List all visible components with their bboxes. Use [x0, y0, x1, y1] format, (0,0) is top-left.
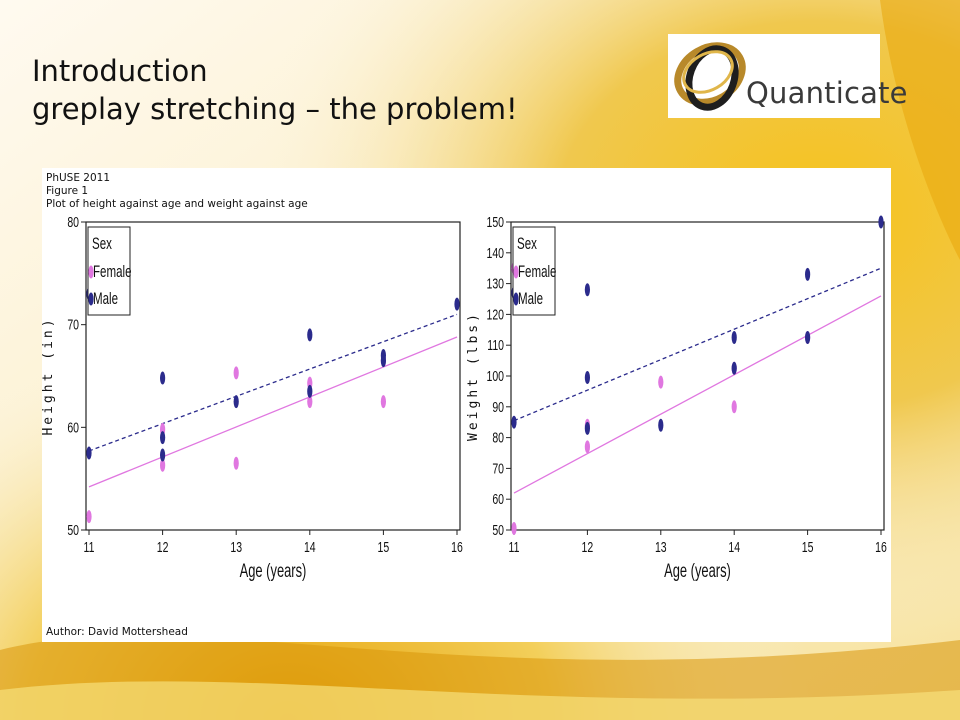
chart1-x-tick-label: 16 — [451, 538, 463, 555]
chart2-point-male — [731, 361, 737, 375]
chart2-point-female — [584, 440, 591, 454]
chart2-point-male — [584, 421, 591, 435]
chart1-x-tick-label: 13 — [230, 538, 242, 555]
chart2-x-tick-label: 11 — [509, 538, 520, 555]
chart2-x-tick-label: 15 — [802, 538, 814, 555]
chart2-legend-box — [512, 226, 556, 316]
charts-svg: 11 12 13 14 15 16 50 60 70 80 Age (years) Height (i… — [42, 213, 887, 582]
chart2-x-axis-label: Age (years) — [664, 561, 731, 582]
chart2-point-female — [658, 375, 664, 389]
chart1-point-female — [233, 366, 239, 380]
chart2-x-tick-label: 14 — [728, 538, 740, 555]
chart2-point-male — [731, 331, 737, 344]
chart2-point-female — [511, 521, 517, 535]
chart2-legend-entry-male: Male — [518, 290, 543, 309]
figure-header-line2: Figure 1 — [46, 185, 89, 197]
logo-wordmark: Quanticate — [746, 76, 908, 110]
chart2-point-male — [511, 415, 517, 429]
chart1-y-tick-label: 70 — [67, 316, 79, 333]
chart1-x-tick-label: 15 — [378, 538, 390, 555]
slide-title-line1: Introduction — [32, 54, 208, 88]
chart2-y-tick-label: 60 — [492, 490, 504, 507]
chart2-legend-marker-female — [513, 265, 519, 279]
chart2-y-tick-label: 130 — [486, 275, 504, 292]
chart2-point-male — [878, 215, 884, 229]
chart2-y-tick-label: 50 — [492, 521, 504, 538]
chart1-point-male — [160, 431, 166, 445]
chart1-y-tick-label: 80 — [67, 213, 79, 230]
figure-author: Author: David Mottershead — [46, 626, 188, 638]
chart1-point-male — [160, 371, 166, 385]
chart1-x-axis-label: Age (years) — [240, 561, 307, 582]
chart1-point-male — [160, 448, 166, 462]
chart2-x-tick-label: 16 — [875, 538, 887, 555]
chart1-y-tick-label: 50 — [67, 521, 79, 538]
chart2-point-male — [584, 371, 591, 385]
chart2-y-tick-label: 150 — [486, 213, 504, 230]
chart2-fit-line-female — [513, 295, 882, 494]
chart2-legend-marker-male — [513, 292, 519, 306]
rings-icon — [674, 42, 746, 111]
chart1-fit-line-female — [88, 336, 458, 488]
slide-title-line2: greplay stretching – the problem! — [32, 92, 518, 126]
slide-title: Introduction greplay stretching – the pr… — [32, 52, 518, 128]
chart1-legend-marker-female — [88, 265, 94, 279]
chart2-point-female — [731, 400, 737, 414]
chart2-fit-line-male — [513, 267, 882, 422]
chart1-x-tick-label: 12 — [157, 538, 169, 555]
chart2-legend-entry-female: Female — [518, 263, 556, 282]
chart2-legend-title: Sex — [517, 235, 537, 254]
chart2-x-tick-label: 13 — [655, 538, 667, 555]
chart1-legend-entry-male: Male — [93, 290, 118, 309]
chart2-point-male — [805, 267, 811, 281]
chart1-legend-marker-male — [88, 292, 94, 306]
chart1-x-tick-label: 14 — [304, 538, 316, 555]
quanticate-logo — [668, 34, 880, 118]
chart1-point-male — [86, 446, 92, 460]
chart2-y-tick-label: 80 — [492, 429, 504, 446]
chart1-x-tick-label: 11 — [84, 538, 95, 555]
chart1-y-tick-label: 60 — [67, 418, 79, 435]
figure-header-line1: PhUSE 2011 — [46, 172, 111, 184]
chart1-legend-box — [87, 226, 131, 316]
chart1-point-male — [307, 384, 313, 398]
chart2-y-tick-label: 100 — [486, 367, 504, 384]
chart1-point-male — [233, 395, 239, 409]
chart1-point-male — [307, 328, 313, 342]
figure-panel: PhUSE 2011 Figure 1 Plot of height again… — [42, 168, 891, 642]
chart1-point-female — [160, 458, 166, 472]
chart1-point-male — [454, 297, 460, 311]
chart1-point-male — [380, 348, 386, 362]
chart2-y-tick-label: 140 — [486, 244, 504, 261]
chart1-fit-line-male — [88, 313, 458, 452]
chart1-point-female — [86, 510, 92, 524]
chart2-point-male — [658, 418, 664, 432]
chart2-point-male — [805, 331, 811, 344]
figure-header-line3: Plot of height against age and weight ag… — [46, 198, 308, 210]
chart2-point-male — [584, 283, 591, 297]
chart1-point-female — [380, 395, 386, 409]
chart2-plot-frame — [510, 221, 885, 531]
chart2-y-tick-label: 110 — [487, 336, 504, 353]
chart1-legend-entry-female: Female — [93, 263, 131, 282]
chart2-y-axis-label: Weight (lbs) — [466, 311, 481, 441]
chart2-y-tick-label: 120 — [486, 305, 504, 322]
chart1-point-female — [233, 456, 239, 470]
chart2-y-tick-label: 70 — [492, 459, 504, 476]
chart1-legend-title: Sex — [92, 235, 112, 254]
chart1-plot-frame — [85, 221, 461, 531]
chart2-y-tick-label: 90 — [492, 398, 504, 415]
chart2-x-tick-label: 12 — [582, 538, 594, 555]
chart1-y-axis-label: Height (in) — [42, 316, 56, 435]
chart1-point-female — [307, 395, 313, 409]
